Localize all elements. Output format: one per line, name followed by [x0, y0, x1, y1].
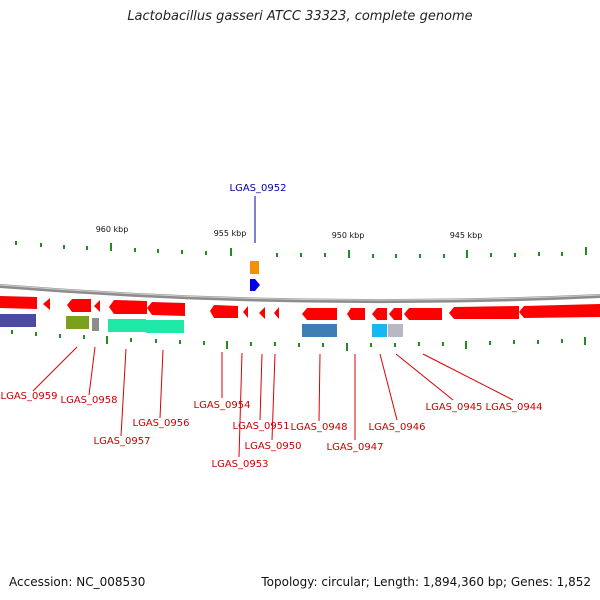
category-box-gray: [92, 318, 99, 331]
gene-label[interactable]: LGAS_0959: [1, 391, 58, 402]
gene-arrow[interactable]: [109, 300, 147, 314]
gene-label[interactable]: LGAS_0953: [212, 459, 269, 470]
genome-backbone-highlight: [0, 284, 600, 301]
category-box-cyan: [372, 324, 387, 337]
category-boxes: [0, 314, 403, 337]
gene-lgas-0952[interactable]: [250, 279, 260, 291]
map-title: Lactobacillus gasseri ATCC 33323, comple…: [127, 9, 473, 24]
gene-label[interactable]: LGAS_0944: [486, 402, 543, 413]
gene-arrow[interactable]: [0, 296, 37, 309]
orange-feature-mark: [250, 261, 259, 274]
gene-label[interactable]: LGAS_0954: [194, 400, 251, 411]
category-box-steel: [302, 324, 337, 337]
highlight-gene-label[interactable]: LGAS_0952: [230, 183, 287, 194]
accession-text: Accession: NC_008530: [9, 575, 146, 589]
category-box-mint: [146, 320, 184, 333]
gene-arrow[interactable]: [449, 306, 519, 319]
gene-label[interactable]: LGAS_0957: [94, 436, 151, 447]
tick-row-upper: [15, 241, 587, 258]
tick-row-lower: [11, 330, 586, 351]
genome-backbone: [0, 284, 600, 304]
gene-arrow[interactable]: [259, 307, 265, 319]
category-box-olive: [66, 316, 89, 329]
gene-arrow[interactable]: [243, 306, 248, 318]
gene-arrow[interactable]: [67, 299, 91, 312]
gene-arrow[interactable]: [274, 307, 279, 319]
gene-arrow[interactable]: [302, 308, 337, 320]
scale-label-950: 950 kbp: [332, 231, 365, 240]
scale-label-955: 955 kbp: [214, 229, 247, 238]
gene-label[interactable]: LGAS_0950: [245, 441, 302, 452]
gene-label[interactable]: LGAS_0958: [61, 395, 118, 406]
genome-summary-text: Topology: circular; Length: 1,894,360 bp…: [261, 575, 591, 589]
reverse-strand-genes: [0, 296, 600, 320]
gene-arrow[interactable]: [347, 308, 365, 320]
category-box-silver: [388, 324, 403, 337]
gene-label[interactable]: LGAS_0951: [233, 421, 290, 432]
gene-label[interactable]: LGAS_0956: [133, 418, 190, 429]
gene-arrow[interactable]: [210, 305, 238, 318]
gene-arrow[interactable]: [43, 298, 50, 310]
gene-label-group: LGAS_0959 LGAS_0958 LGAS_0957 LGAS_0956 …: [1, 391, 543, 470]
scale-label-945: 945 kbp: [450, 231, 483, 240]
category-box-mint: [108, 319, 146, 332]
scale-label-960: 960 kbp: [96, 225, 129, 234]
leader-lines: [32, 346, 514, 458]
category-box-navy: [0, 314, 36, 327]
gene-label[interactable]: LGAS_0948: [291, 422, 348, 433]
gene-label[interactable]: LGAS_0947: [327, 442, 384, 453]
gene-label[interactable]: LGAS_0945: [426, 402, 483, 413]
gene-arrow[interactable]: [94, 300, 100, 312]
gene-arrow[interactable]: [404, 308, 442, 320]
gene-arrow[interactable]: [389, 308, 402, 320]
gene-arrow[interactable]: [147, 302, 185, 316]
gene-arrow[interactable]: [519, 304, 600, 318]
gene-arrow[interactable]: [372, 308, 387, 320]
gene-label[interactable]: LGAS_0946: [369, 422, 426, 433]
